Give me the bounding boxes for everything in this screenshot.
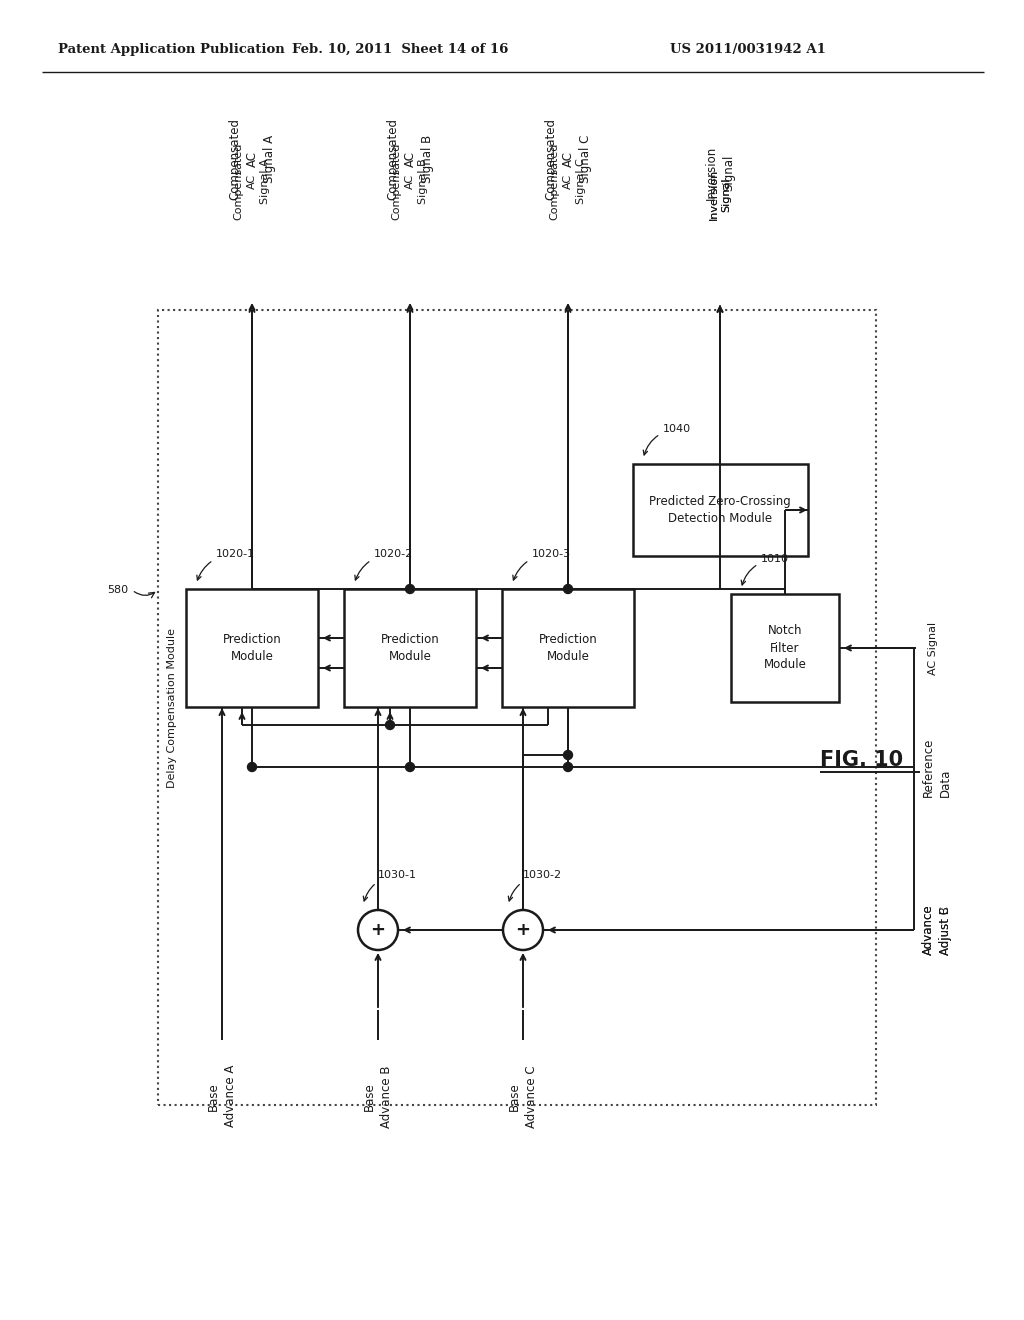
Text: Inversion
Signal: Inversion Signal: [709, 169, 731, 220]
Text: 1010: 1010: [741, 554, 790, 585]
Circle shape: [358, 909, 398, 950]
Text: 1020-3: 1020-3: [513, 549, 571, 579]
Text: 580: 580: [108, 585, 129, 595]
Circle shape: [563, 763, 572, 771]
Text: Patent Application Publication: Patent Application Publication: [58, 44, 285, 55]
Circle shape: [248, 763, 256, 771]
Text: Inversion
Signal: Inversion Signal: [705, 145, 735, 201]
Text: 1020-2: 1020-2: [355, 549, 414, 579]
Circle shape: [563, 751, 572, 759]
Text: 1030-2: 1030-2: [508, 870, 562, 902]
Circle shape: [503, 909, 543, 950]
Text: Base
Advance B: Base Advance B: [362, 1065, 393, 1127]
Bar: [158, 310, 876, 1105]
Text: Delay Compensation Module: Delay Compensation Module: [167, 628, 177, 788]
Text: Compensated
AC
Signal A: Compensated AC Signal A: [233, 143, 270, 220]
Bar: [186, 589, 318, 708]
Text: Predicted Zero-Crossing
Detection Module: Predicted Zero-Crossing Detection Module: [649, 495, 791, 525]
Text: Advance
Adjust B: Advance Adjust B: [922, 904, 952, 956]
Text: +: +: [515, 921, 530, 939]
Text: +: +: [371, 921, 385, 939]
Text: Advance
Adjust C: Advance Adjust C: [922, 904, 952, 956]
Text: Inversion
Signal: Inversion Signal: [709, 169, 731, 220]
Text: AC Signal: AC Signal: [928, 622, 938, 675]
Text: Base
Advance A: Base Advance A: [207, 1065, 237, 1127]
Text: 1040: 1040: [643, 424, 691, 455]
Text: Compensated
AC
Signal C: Compensated AC Signal C: [550, 143, 586, 220]
Text: Feb. 10, 2011  Sheet 14 of 16: Feb. 10, 2011 Sheet 14 of 16: [292, 44, 508, 55]
Circle shape: [385, 721, 394, 730]
Text: Prediction
Module: Prediction Module: [381, 634, 439, 663]
Text: Prediction
Module: Prediction Module: [222, 634, 282, 663]
Text: Reference
Data: Reference Data: [922, 738, 952, 797]
Text: 1030-1: 1030-1: [364, 870, 417, 902]
Circle shape: [406, 763, 415, 771]
Text: Notch
Filter
Module: Notch Filter Module: [764, 624, 807, 672]
Text: Compensated
AC
Signal C: Compensated AC Signal C: [545, 117, 592, 201]
Circle shape: [563, 585, 572, 594]
Text: 1020-1: 1020-1: [197, 549, 255, 579]
Bar: [731, 594, 839, 702]
Circle shape: [406, 585, 415, 594]
Text: Prediction
Module: Prediction Module: [539, 634, 597, 663]
Bar: [502, 589, 634, 708]
Text: US 2011/0031942 A1: US 2011/0031942 A1: [670, 44, 826, 55]
Text: Compensated
AC
Signal B: Compensated AC Signal B: [386, 117, 433, 201]
Bar: [344, 589, 476, 708]
Text: Base
Advance C: Base Advance C: [508, 1065, 538, 1127]
Text: FIG. 10: FIG. 10: [820, 750, 903, 770]
Text: Compensated
AC
Signal A: Compensated AC Signal A: [228, 117, 275, 201]
Text: Compensated
AC
Signal B: Compensated AC Signal B: [392, 143, 428, 220]
Bar: [633, 465, 808, 556]
